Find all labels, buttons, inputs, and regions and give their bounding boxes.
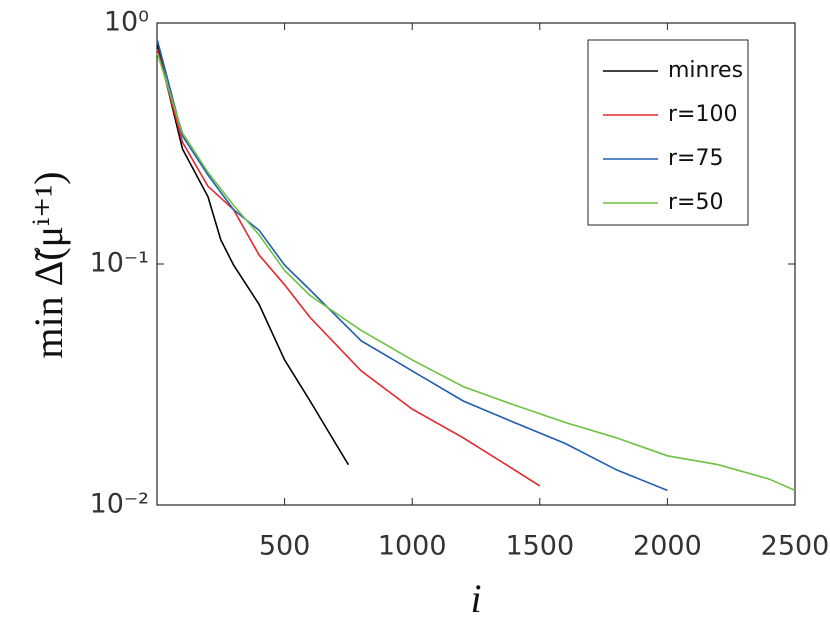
series-line xyxy=(156,44,350,466)
y-tick-label: 10⁻¹ xyxy=(90,248,149,279)
x-axis-label: i xyxy=(470,576,481,621)
x-tick-label: 2500 xyxy=(761,531,830,562)
series-line xyxy=(156,39,668,492)
x-tick-label: 500 xyxy=(259,531,311,562)
y-axis-label: min Δ̃(μⁱ⁺¹) xyxy=(26,171,71,358)
legend-label: r=50 xyxy=(668,190,723,215)
x-tick-label: 2000 xyxy=(633,531,702,562)
legend-label: r=100 xyxy=(668,102,737,127)
x-tick-label: 1500 xyxy=(505,531,574,562)
y-tick-label: 10⁰ xyxy=(104,7,149,38)
series-line xyxy=(156,52,796,492)
y-tick-label: 10⁻² xyxy=(90,489,149,520)
legend-label: minres xyxy=(668,58,743,83)
x-tick-label: 1000 xyxy=(378,531,447,562)
series-line xyxy=(156,48,541,487)
legend-label: r=75 xyxy=(668,146,723,171)
